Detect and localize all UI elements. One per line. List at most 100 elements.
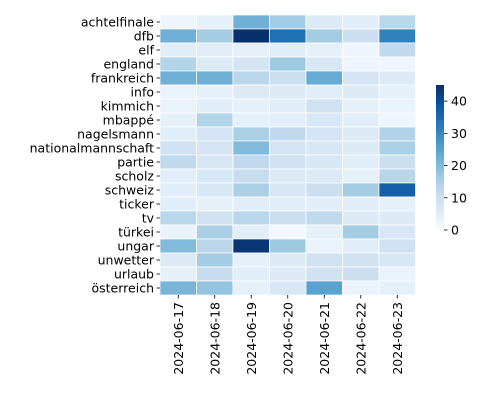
heatmap-cell bbox=[342, 84, 380, 100]
heatmap-cell bbox=[305, 98, 343, 114]
heatmap-cell bbox=[305, 196, 343, 212]
heatmap-cell bbox=[232, 224, 270, 240]
heatmap-cell bbox=[342, 112, 380, 128]
heatmap-cell bbox=[305, 154, 343, 170]
heatmap-cell bbox=[378, 154, 416, 170]
heatmap-cell bbox=[159, 56, 197, 72]
x-tick-labels: 2024-06-17 2024-06-18 2024-06-19 2024-06-20… bbox=[171, 295, 405, 375]
heatmap-cell bbox=[196, 280, 234, 296]
heatmap-cell bbox=[342, 168, 380, 184]
heatmap-cell bbox=[159, 238, 197, 254]
heatmap-cell bbox=[269, 252, 307, 268]
y-tick-label: elf bbox=[138, 43, 154, 58]
heatmap-cell bbox=[159, 154, 197, 170]
heatmap-cell bbox=[269, 126, 307, 142]
heatmap-cell bbox=[159, 252, 197, 268]
heatmap-cell bbox=[378, 252, 416, 268]
x-tick-label: 2024-06-23 bbox=[390, 302, 405, 375]
heatmap-cell bbox=[232, 210, 270, 226]
heatmap-cell bbox=[232, 238, 270, 254]
heatmap-cell bbox=[378, 70, 416, 86]
heatmap-cell bbox=[342, 14, 380, 30]
heatmap-cell bbox=[378, 84, 416, 100]
heatmap-cell bbox=[305, 280, 343, 296]
heatmap-cell bbox=[305, 182, 343, 198]
y-tick-label: österreich bbox=[92, 281, 155, 296]
y-tick-label: ticker bbox=[119, 197, 155, 212]
heatmap-cell bbox=[305, 168, 343, 184]
x-tick-label: 2024-06-18 bbox=[207, 302, 222, 375]
y-tick-labels: achtelfinaledfbelfenglandfrankreichinfok… bbox=[30, 15, 160, 296]
heatmap-cell bbox=[378, 182, 416, 198]
heatmap-cell bbox=[232, 70, 270, 86]
heatmap-cell bbox=[342, 238, 380, 254]
y-tick-label: info bbox=[131, 85, 154, 100]
heatmap-cell bbox=[305, 140, 343, 156]
heatmap-cell bbox=[269, 280, 307, 296]
y-tick-label: achtelfinale bbox=[81, 15, 154, 30]
x-tick-label: 2024-06-21 bbox=[317, 302, 332, 375]
heatmap-cell bbox=[196, 42, 234, 58]
heatmap-cell bbox=[269, 70, 307, 86]
heatmap-cell bbox=[232, 42, 270, 58]
heatmap-cell bbox=[342, 56, 380, 72]
heatmap-cell bbox=[232, 140, 270, 156]
heatmap-cell bbox=[269, 84, 307, 100]
heatmap-cell bbox=[159, 182, 197, 198]
heatmap-cell bbox=[232, 84, 270, 100]
heatmap-cell bbox=[159, 168, 197, 184]
heatmap-cell bbox=[305, 266, 343, 282]
heatmap-cell bbox=[305, 14, 343, 30]
heatmap-cell bbox=[269, 182, 307, 198]
heatmap-cell bbox=[378, 196, 416, 212]
heatmap-cell bbox=[159, 224, 197, 240]
colorbar-tick-label: 40 bbox=[451, 94, 467, 109]
heatmap-cell bbox=[378, 168, 416, 184]
heatmap-cell bbox=[305, 210, 343, 226]
y-tick-label: england bbox=[103, 57, 154, 72]
heatmap-cell bbox=[232, 112, 270, 128]
y-tick-label: kimmich bbox=[101, 99, 154, 114]
heatmap-cell bbox=[232, 168, 270, 184]
heatmap-cell bbox=[159, 14, 197, 30]
heatmap-cell bbox=[196, 126, 234, 142]
heatmap-cell bbox=[378, 140, 416, 156]
heatmap-cell bbox=[196, 266, 234, 282]
colorbar-tick-label: 30 bbox=[451, 126, 467, 141]
heatmap-cell bbox=[196, 112, 234, 128]
heatmap-cell bbox=[196, 14, 234, 30]
heatmap-cell bbox=[269, 112, 307, 128]
heatmap-cell bbox=[232, 266, 270, 282]
heatmap-cell bbox=[196, 154, 234, 170]
x-tick-label: 2024-06-19 bbox=[244, 302, 259, 375]
heatmap-cell bbox=[378, 112, 416, 128]
heatmap-cell bbox=[269, 98, 307, 114]
heatmap-cell bbox=[269, 140, 307, 156]
heatmap-cell bbox=[159, 126, 197, 142]
heatmap-cells bbox=[159, 14, 416, 296]
heatmap-cell bbox=[269, 224, 307, 240]
y-tick-label: urlaub bbox=[114, 267, 154, 282]
colorbar-gradient bbox=[436, 85, 444, 230]
heatmap-cell bbox=[342, 252, 380, 268]
heatmap-cell bbox=[378, 224, 416, 240]
heatmap-cell bbox=[305, 84, 343, 100]
heatmap-cell bbox=[305, 112, 343, 128]
heatmap-cell bbox=[196, 196, 234, 212]
heatmap-cell bbox=[159, 112, 197, 128]
heatmap-cell bbox=[378, 14, 416, 30]
x-tick-label: 2024-06-20 bbox=[280, 302, 295, 375]
heatmap-cell bbox=[305, 28, 343, 44]
heatmap-cell bbox=[342, 280, 380, 296]
heatmap-cell bbox=[342, 140, 380, 156]
y-tick-label: türkei bbox=[118, 225, 154, 240]
heatmap-cell bbox=[196, 238, 234, 254]
y-tick-label: unwetter bbox=[98, 253, 155, 268]
heatmap-cell bbox=[196, 252, 234, 268]
heatmap-cell bbox=[196, 28, 234, 44]
heatmap-cell bbox=[232, 252, 270, 268]
heatmap-cell bbox=[159, 42, 197, 58]
heatmap-cell bbox=[305, 224, 343, 240]
heatmap-cell bbox=[196, 140, 234, 156]
y-tick-label: partie bbox=[117, 155, 154, 170]
